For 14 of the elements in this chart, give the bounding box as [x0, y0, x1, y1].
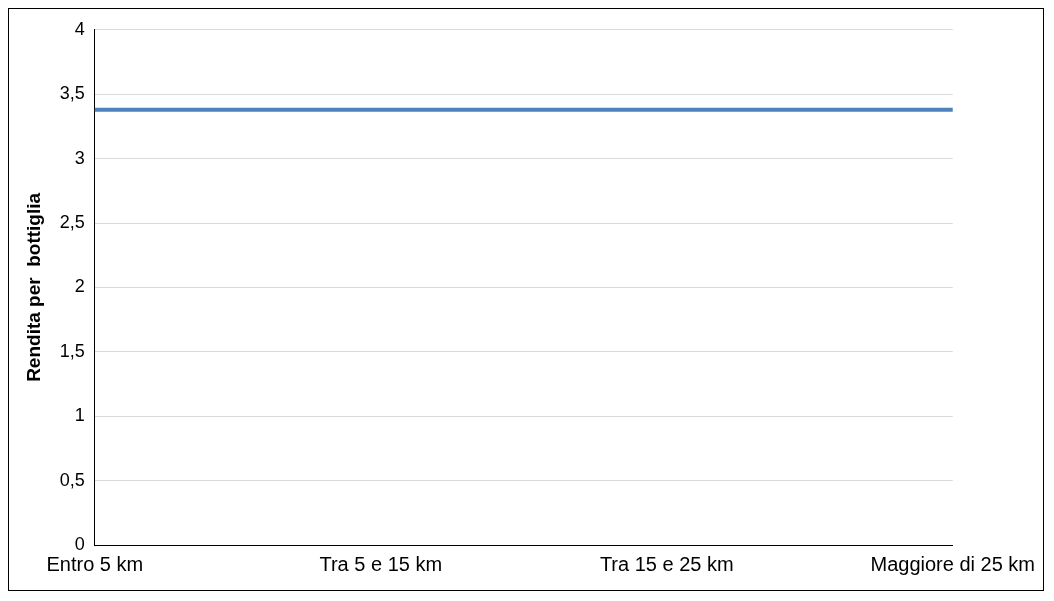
y-tick-label: 0 — [74, 533, 85, 554]
y-tick-label: 2 — [74, 276, 85, 297]
x-tick-label: Tra 5 e 15 km — [319, 552, 443, 575]
y-tick-label: 2,5 — [59, 211, 85, 232]
y-axis-title: Rendita per bottiglia — [22, 192, 44, 382]
x-tick-label: Maggiore di 25 km — [870, 552, 1035, 575]
y-tick-label: 0,5 — [59, 469, 85, 490]
y-tick-label: 1,5 — [59, 340, 85, 361]
y-tick-label: 4 — [74, 18, 85, 39]
y-tick-label: 3 — [74, 147, 85, 168]
x-tick-label: Tra 15 e 25 km — [599, 552, 734, 575]
y-tick-label: 3,5 — [59, 83, 85, 104]
y-tick-label: 1 — [74, 405, 85, 426]
x-tick-label: Entro 5 km — [46, 552, 144, 575]
